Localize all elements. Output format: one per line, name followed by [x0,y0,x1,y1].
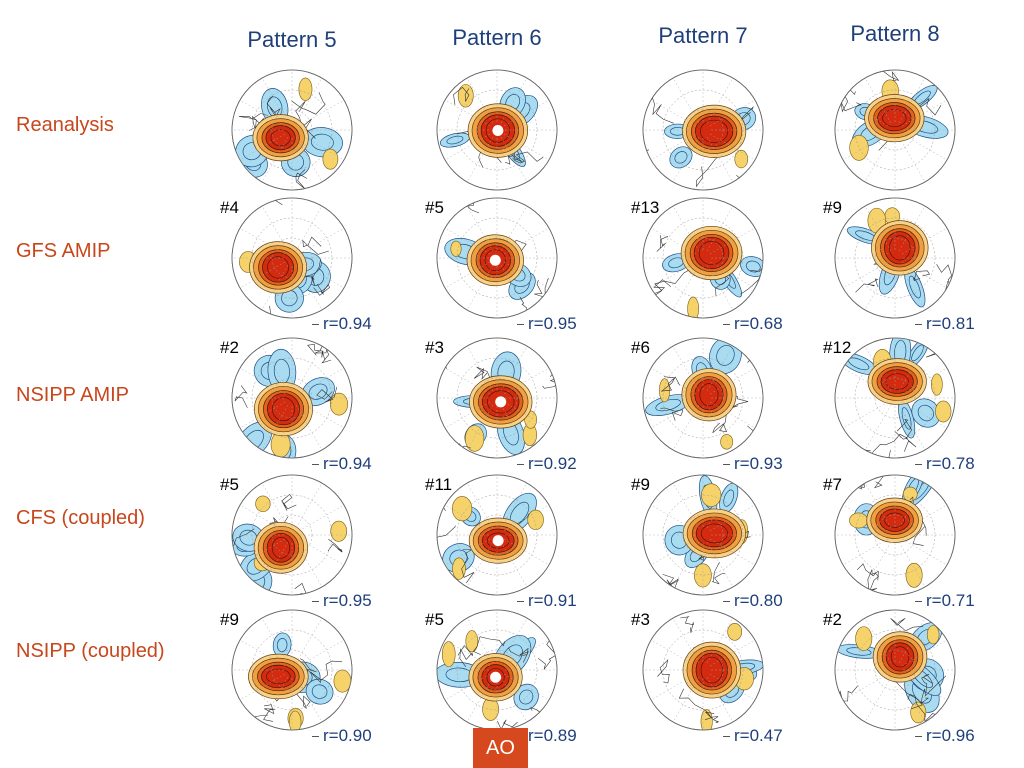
scale-tick [723,324,730,326]
mode-rank: #2 [823,610,842,629]
anomaly-map [433,194,561,322]
correlation-value: r=0.47 [723,726,783,746]
anomaly-map [433,606,561,734]
correlation-value: r=0.95 [517,314,577,334]
correlation-text: r=0.89 [528,726,577,745]
row-label-1: Reanalysis [16,114,114,136]
row-label-5: NSIPP (coupled) [16,640,165,662]
mode-rank: #4 [220,198,239,217]
correlation-text: r=0.94 [323,454,372,473]
anomaly-map [639,194,767,322]
scale-tick [723,464,730,466]
anomaly-map [831,194,959,322]
mode-rank: #9 [220,610,239,629]
mode-rank: #5 [220,475,239,494]
correlation-value: r=0.95 [312,591,372,611]
mode-rank: #7 [823,475,842,494]
mode-rank: #12 [823,338,852,357]
mode-rank: #11 [425,475,453,494]
correlation-value: r=0.91 [517,591,577,611]
column-header-5: Pattern 5 [247,27,337,52]
scale-tick [517,324,524,326]
ao-badge: AO [473,728,528,768]
anomaly-map [639,66,767,194]
row-label-3: NSIPP AMIP [16,384,130,406]
anomaly-map [228,471,356,599]
mode-rank: #9 [631,475,650,494]
row-label-2: GFS AMIP [16,240,111,262]
correlation-text: r=0.71 [926,591,975,610]
mode-rank: #2 [220,338,239,357]
mode-rank: #5 [425,198,444,217]
correlation-text: r=0.80 [734,591,783,610]
correlation-value: r=0.71 [915,591,975,611]
anomaly-map [831,606,959,734]
correlation-value: r=0.90 [312,726,372,746]
anomaly-map [433,66,561,194]
correlation-value: r=0.93 [723,454,783,474]
mode-rank: #13 [631,198,660,217]
correlation-text: r=0.91 [528,591,577,610]
correlation-text: r=0.92 [528,454,577,473]
anomaly-map [831,471,959,599]
correlation-value: r=0.81 [915,314,975,334]
mode-rank: #9 [823,198,842,217]
anomaly-map [831,334,959,462]
scale-tick [517,464,524,466]
correlation-text: r=0.81 [926,314,975,333]
correlation-text: r=0.93 [734,454,783,473]
scale-tick [723,736,730,738]
correlation-text: r=0.68 [734,314,783,333]
mode-rank: #3 [425,338,444,357]
anomaly-map [228,66,356,194]
row-label-4: CFS (coupled) [16,507,145,529]
scale-tick [915,464,922,466]
scale-tick [312,601,319,603]
correlation-value: r=0.80 [723,591,783,611]
scale-tick [312,736,319,738]
anomaly-map [639,334,767,462]
correlation-value: r=0.78 [915,454,975,474]
mode-rank: #3 [631,610,650,629]
scale-tick [915,736,922,738]
correlation-text: r=0.96 [926,726,975,745]
scale-tick [723,601,730,603]
scale-tick [312,464,319,466]
anomaly-map [639,471,767,599]
correlation-text: r=0.94 [323,314,372,333]
correlation-text: r=0.95 [528,314,577,333]
anomaly-map [228,334,356,462]
scale-tick [915,324,922,326]
column-header-6: Pattern 6 [452,25,542,50]
anomaly-map [639,606,767,734]
anomaly-map [228,194,356,322]
scale-tick [517,601,524,603]
scale-tick [915,601,922,603]
column-header-8: Pattern 8 [850,21,940,46]
correlation-value: r=0.96 [915,726,975,746]
anomaly-map [433,471,561,599]
correlation-value: r=0.92 [517,454,577,474]
anomaly-map [228,606,356,734]
mode-rank: #5 [425,610,444,629]
correlation-text: r=0.78 [926,454,975,473]
column-header-7: Pattern 7 [658,23,748,48]
correlation-value: r=0.94 [312,454,372,474]
correlation-text: r=0.95 [323,591,372,610]
correlation-value: r=0.68 [723,314,783,334]
anomaly-map [433,334,561,462]
correlation-text: r=0.47 [734,726,783,745]
mode-rank: #6 [631,338,650,357]
anomaly-map [831,66,959,194]
scale-tick [312,324,319,326]
correlation-text: r=0.90 [323,726,372,745]
correlation-value: r=0.94 [312,314,372,334]
